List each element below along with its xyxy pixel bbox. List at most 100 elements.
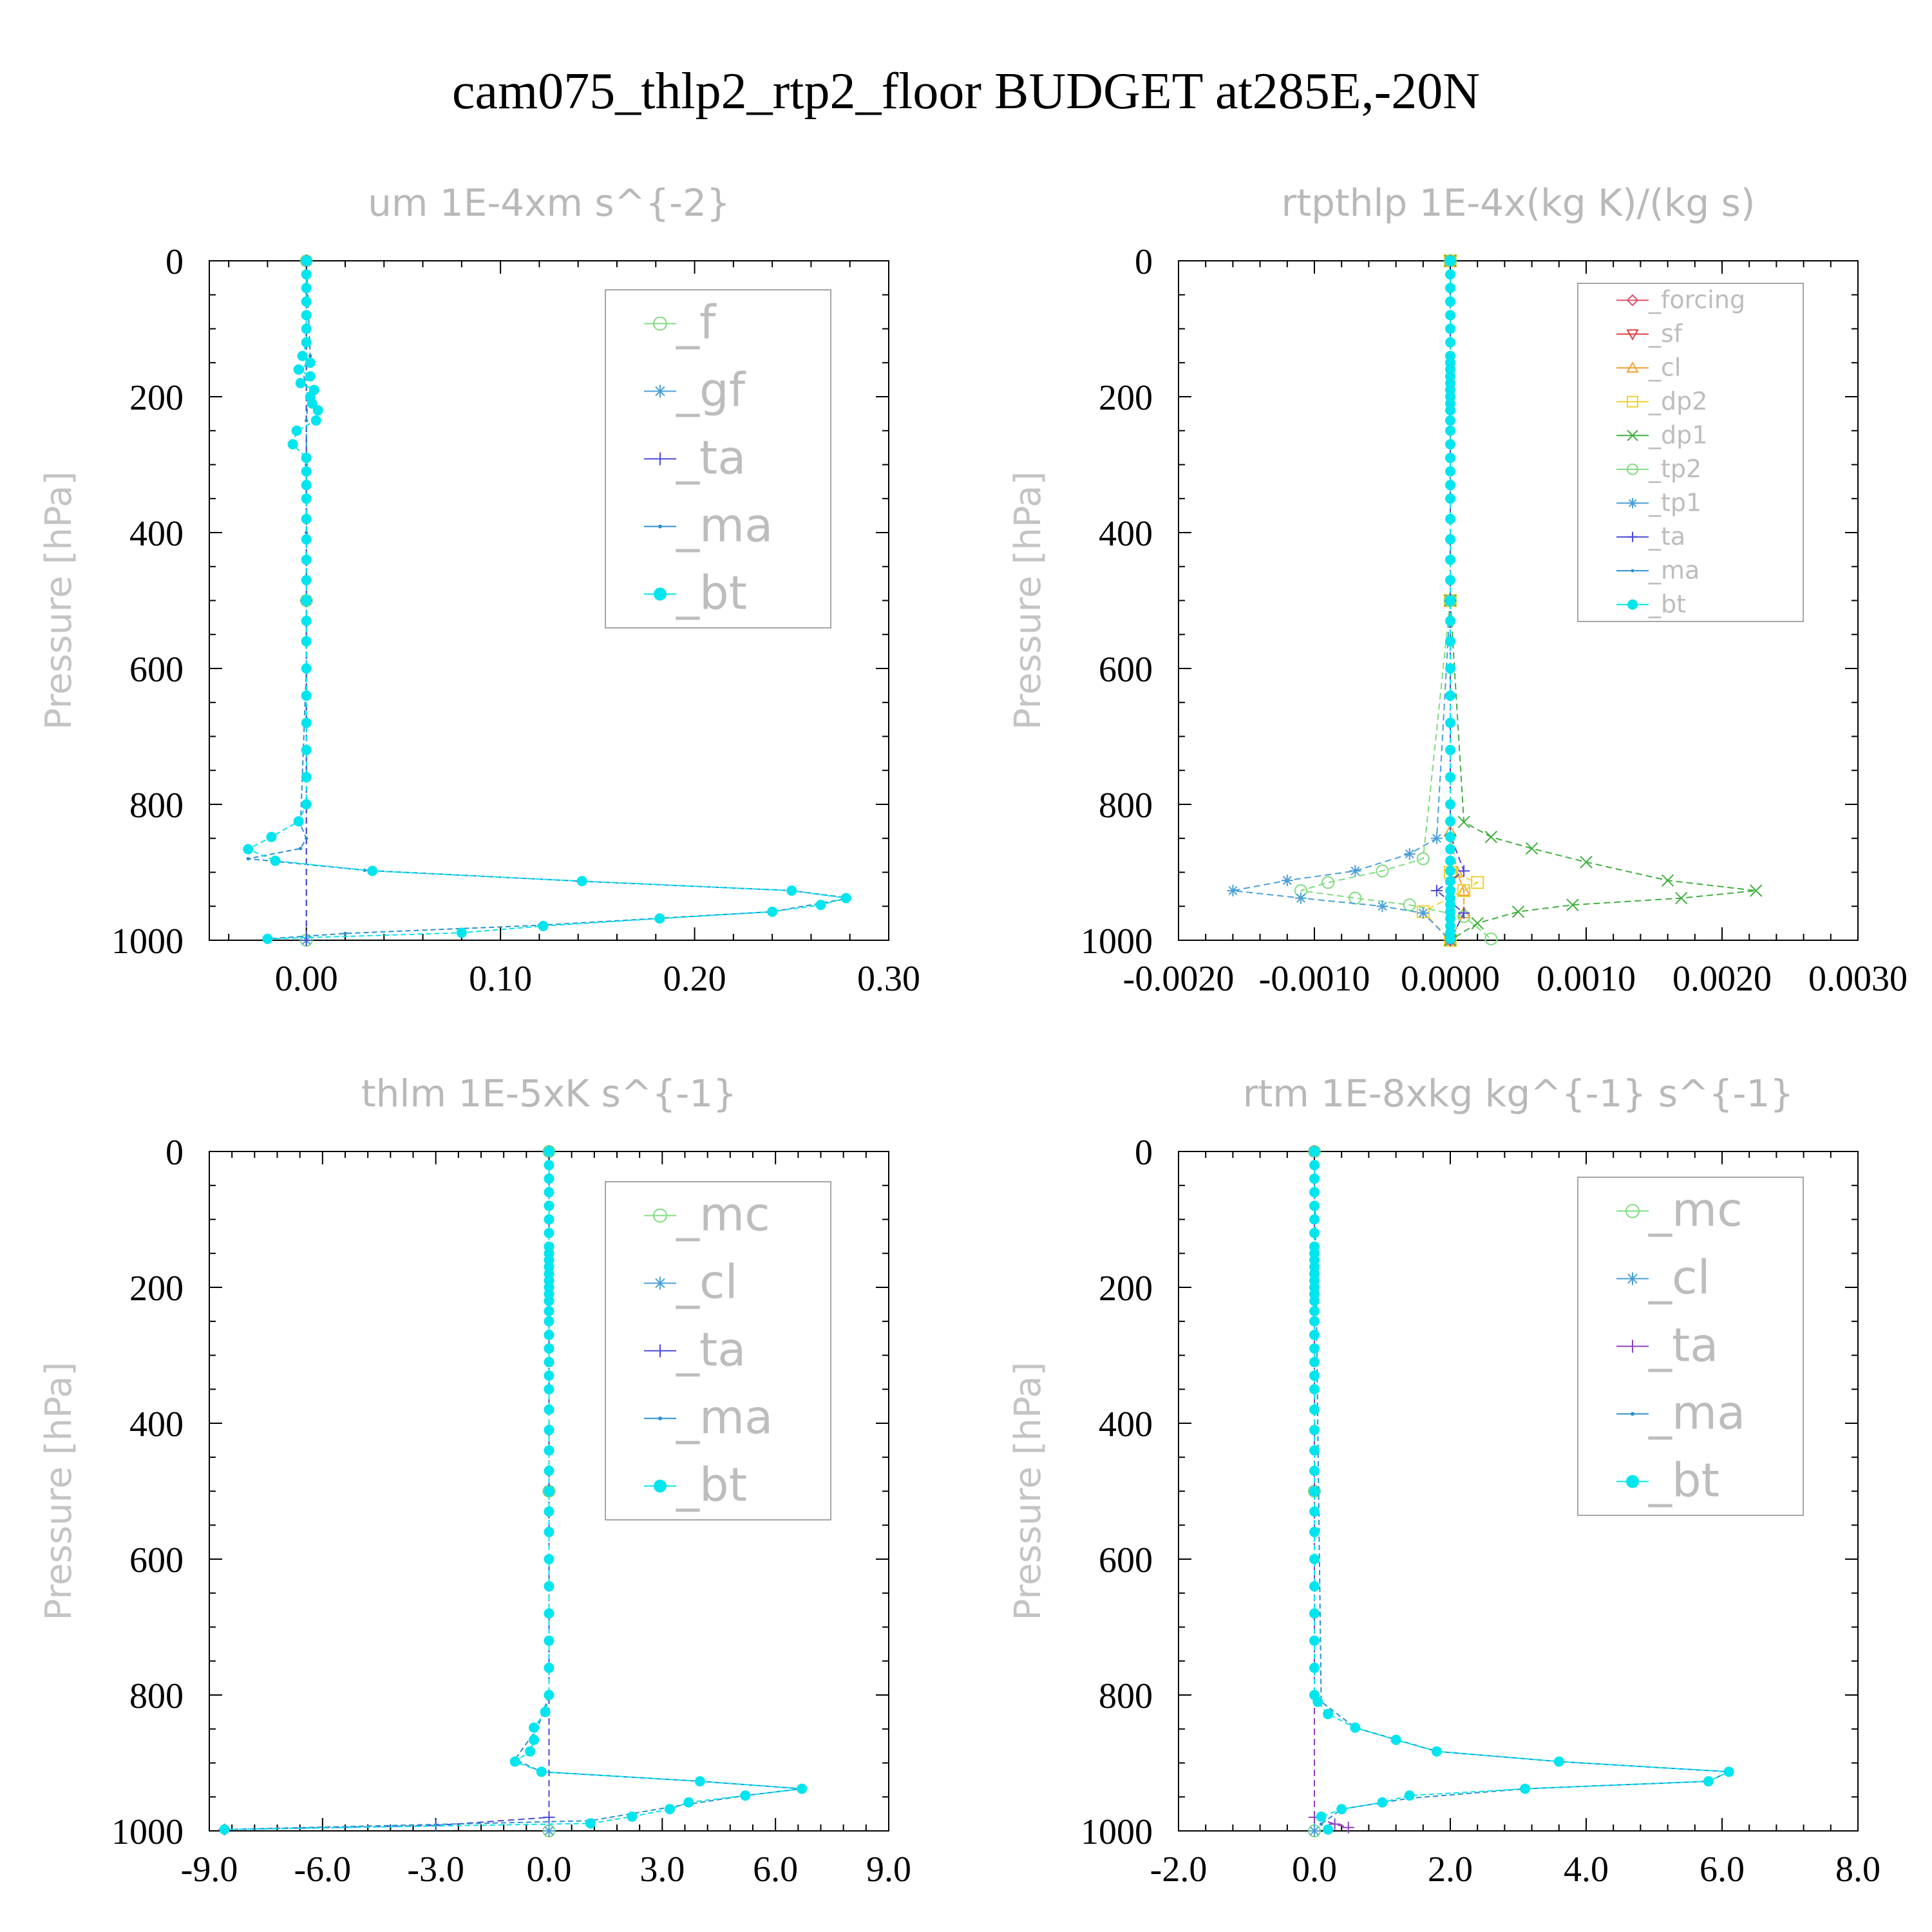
data-point: [1553, 1756, 1564, 1767]
x-tick-label: 0.20: [663, 959, 726, 999]
data-point: [1445, 690, 1455, 701]
y-tick-label: 600: [1099, 1540, 1153, 1580]
x-ticks: -0.0020 -0.0010 0.0000 0.0010 0.0020 0.0030: [1123, 261, 1908, 999]
y-tick-label: 1000: [111, 922, 184, 961]
data-point: [544, 1384, 554, 1395]
legend-entry: _ta: [644, 1323, 746, 1377]
y-tick-label: 800: [1099, 786, 1153, 826]
data-point: [1484, 932, 1498, 945]
data-point: [544, 1296, 554, 1307]
y-tick-label: 200: [1099, 378, 1153, 418]
x-tick-label: 6.0: [1700, 1850, 1745, 1889]
panel-4: rtm 1E-8xkg kg^{-1} s^{-1} Pressure [hPa]…: [1007, 1072, 1880, 1889]
data-point: [544, 1608, 554, 1619]
y-tick-label: 400: [1099, 1405, 1153, 1444]
data-point: [654, 913, 665, 924]
data-point: [266, 831, 277, 842]
data-point: [1471, 916, 1484, 930]
data-point: [627, 1811, 638, 1822]
series-bt: [243, 256, 851, 944]
x-ticks: -9.0 -6.0 -3.0 0.0 3.0 6.0 9.0: [181, 1151, 911, 1889]
x-tick-label: -0.0020: [1123, 959, 1235, 999]
data-point: [1445, 799, 1455, 810]
x-tick-label: -2.0: [1150, 1850, 1208, 1889]
data-point: [1445, 452, 1455, 463]
x-tick-label: 0.10: [469, 959, 532, 999]
data-point: [1309, 1526, 1320, 1537]
legend-entry: _dp2: [1616, 387, 1707, 415]
data-point: [1445, 933, 1455, 944]
panel-1: um 1E-4xm s^{-2} Pressure [hPa] 0 200 400 600…: [38, 181, 920, 999]
y-tick-label: 800: [129, 786, 184, 826]
legend-marker: [654, 384, 667, 398]
data-point: [576, 876, 587, 887]
legend-marker: [1627, 531, 1638, 542]
data-point: [683, 1797, 694, 1808]
legend-label: _ta: [1648, 1318, 1718, 1372]
data-point: [1416, 852, 1430, 866]
series-bt: [219, 1146, 808, 1835]
data-point: [1445, 310, 1455, 321]
data-point: [1430, 884, 1443, 896]
legend-label: _tp2: [1648, 455, 1701, 483]
data-point: [301, 493, 312, 504]
x-tick-label: 0.0000: [1401, 959, 1500, 999]
data-point: [1458, 865, 1470, 877]
data-point: [1309, 1506, 1320, 1517]
legend-marker: [653, 316, 667, 331]
legend-marker: [654, 587, 667, 601]
data-point: [1309, 1227, 1320, 1238]
legend-label: _ma: [1648, 1386, 1745, 1440]
series-group: [1227, 253, 1763, 948]
data-point: [1445, 663, 1455, 674]
legend-marker: [1626, 329, 1639, 341]
data-point: [1445, 269, 1455, 280]
legend-label: _ta: [676, 431, 746, 485]
data-point: [301, 717, 312, 728]
y-ticks: 0 200 400 600 800 1000: [1081, 242, 1858, 961]
data-point: [740, 1790, 751, 1801]
data-point: [1445, 513, 1455, 524]
data-point: [1336, 1804, 1347, 1815]
data-point: [1309, 1200, 1320, 1211]
data-point: [301, 296, 312, 307]
legend-label: _cl: [676, 1255, 738, 1309]
y-tick-label: 600: [1099, 650, 1153, 690]
data-point: [544, 1160, 554, 1171]
data-point: [665, 1804, 676, 1815]
x-tick-label: 0.0: [527, 1850, 572, 1889]
data-point: [343, 931, 347, 936]
data-point: [1319, 1822, 1323, 1826]
legend-label: _forcing: [1648, 285, 1745, 314]
legend-entry: _bt: [1616, 590, 1686, 618]
data-point: [308, 354, 312, 358]
data-point: [1376, 900, 1388, 913]
data-point: [1445, 480, 1455, 491]
legend-label: _ma: [676, 498, 773, 553]
data-point: [301, 269, 312, 280]
data-point: [246, 857, 250, 861]
legend: _mc _cl _ta _ma _bt: [605, 1181, 831, 1520]
legend-entry: _ta: [1616, 1318, 1718, 1372]
legend: _f _gf _ta _ma _bt: [605, 289, 831, 629]
data-point: [1445, 534, 1455, 545]
panel-3: thlm 1E-5xK s^{-1} Pressure [hPa] 0 200 400 6…: [38, 1072, 911, 1889]
data-point: [544, 1187, 554, 1198]
x-tick-label: 8.0: [1835, 1850, 1880, 1889]
data-point: [1445, 466, 1455, 477]
data-point: [1525, 842, 1539, 855]
x-tick-label: 2.0: [1428, 1850, 1473, 1889]
data-point: [543, 1811, 555, 1823]
data-point: [243, 844, 254, 855]
data-point: [1342, 1821, 1354, 1833]
data-point: [291, 425, 302, 436]
data-point: [1316, 1811, 1327, 1822]
data-point: [301, 663, 312, 674]
data-point: [1445, 256, 1455, 266]
data-point: [1484, 830, 1498, 844]
data-point: [1445, 913, 1455, 924]
x-tick-label: -9.0: [181, 1850, 238, 1889]
data-point: [1445, 337, 1455, 348]
y-axis-label: Pressure [hPa]: [38, 1362, 80, 1621]
data-point: [301, 323, 312, 334]
